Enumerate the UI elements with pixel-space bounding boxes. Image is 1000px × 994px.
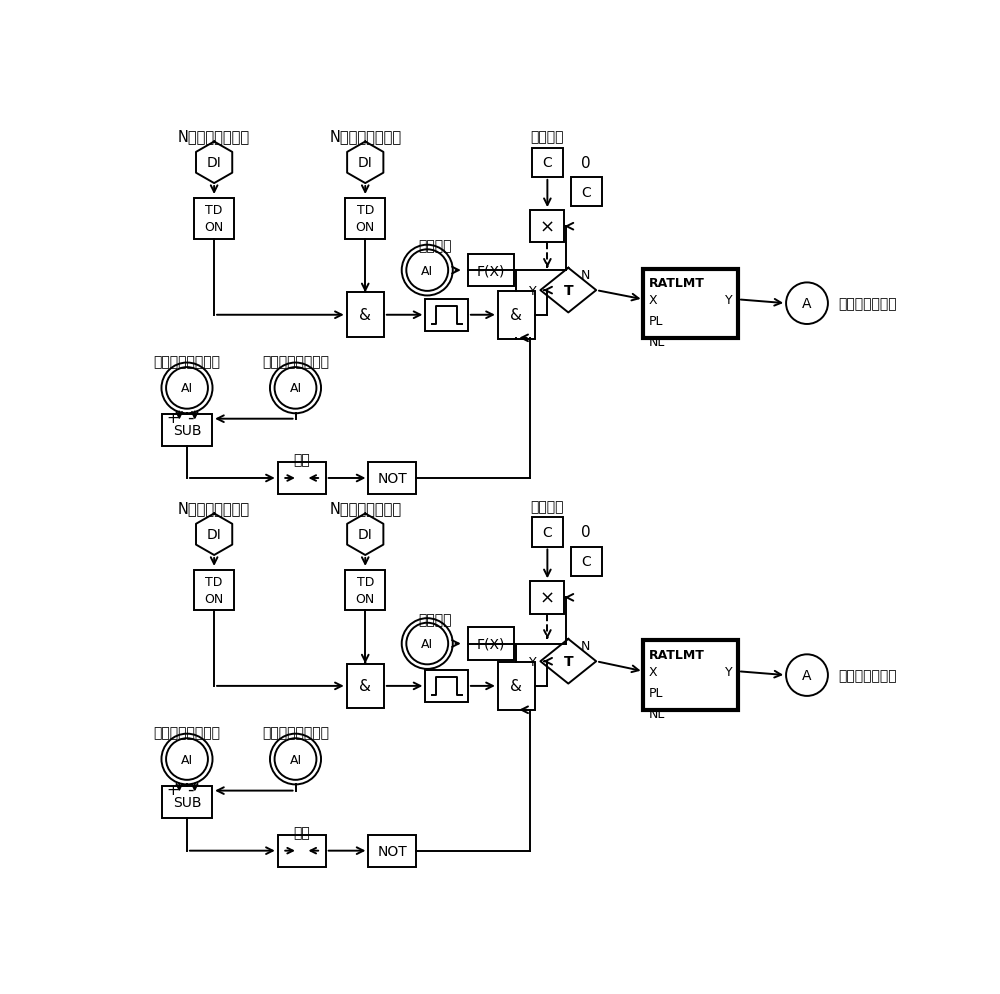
Text: A: A xyxy=(802,668,812,683)
Text: N: N xyxy=(580,268,590,281)
Text: C: C xyxy=(542,156,552,170)
Text: TD
ON: TD ON xyxy=(356,576,375,605)
Bar xyxy=(278,462,326,495)
Text: T: T xyxy=(563,655,573,669)
Text: C: C xyxy=(581,185,591,200)
Text: &: & xyxy=(510,308,522,323)
Bar xyxy=(530,211,564,244)
Text: Y: Y xyxy=(725,293,733,306)
Text: SUB: SUB xyxy=(173,795,201,809)
Text: &: & xyxy=(359,679,371,694)
Bar xyxy=(532,148,563,178)
Text: 去锅炉主控前馈: 去锅炉主控前馈 xyxy=(838,297,897,311)
Bar xyxy=(368,462,416,495)
Bar xyxy=(347,664,384,709)
Bar xyxy=(468,254,514,287)
Text: 高限: 高限 xyxy=(293,825,310,839)
Bar xyxy=(643,269,738,339)
Bar xyxy=(571,547,602,577)
Bar xyxy=(278,835,326,867)
Text: NOT: NOT xyxy=(378,471,407,485)
Text: 0: 0 xyxy=(581,525,591,540)
Text: 高限: 高限 xyxy=(293,453,310,467)
Text: DI: DI xyxy=(207,156,222,170)
Text: X: X xyxy=(649,293,658,306)
Text: TD
ON: TD ON xyxy=(356,205,375,235)
Bar xyxy=(425,670,468,703)
Text: 主蒸汽压力测量值: 主蒸汽压力测量值 xyxy=(154,726,220,740)
Text: ×: × xyxy=(540,588,555,606)
Text: PL: PL xyxy=(649,686,663,699)
Text: -: - xyxy=(188,780,194,798)
Text: +: + xyxy=(167,782,179,797)
Text: ×: × xyxy=(540,218,555,236)
Text: Y: Y xyxy=(725,665,733,678)
Text: DI: DI xyxy=(207,528,222,542)
Bar xyxy=(162,414,212,447)
Bar xyxy=(530,581,564,614)
Bar xyxy=(368,835,416,867)
Text: NL: NL xyxy=(649,336,665,349)
Text: Y: Y xyxy=(529,655,536,668)
Bar xyxy=(194,199,234,240)
Text: 主蒸汽压力设定值: 主蒸汽压力设定值 xyxy=(262,726,329,740)
Text: 主蒸汽压力测量值: 主蒸汽压力测量值 xyxy=(262,355,329,369)
Text: AI: AI xyxy=(181,752,193,765)
Text: -: - xyxy=(188,409,194,426)
Text: AI: AI xyxy=(181,382,193,395)
Text: 主蒸汽压力设定值: 主蒸汽压力设定值 xyxy=(154,355,220,369)
Text: &: & xyxy=(510,679,522,694)
Text: 机组功率: 机组功率 xyxy=(418,240,451,253)
Bar xyxy=(498,291,535,339)
Text: X: X xyxy=(649,665,658,678)
Text: NOT: NOT xyxy=(378,844,407,858)
Text: T: T xyxy=(563,284,573,298)
Bar xyxy=(498,662,535,710)
Text: PL: PL xyxy=(649,314,663,327)
Text: 0: 0 xyxy=(581,156,591,171)
Text: DI: DI xyxy=(358,156,373,170)
Text: SUB: SUB xyxy=(173,423,201,437)
Text: 去锅炉主控前馈: 去锅炉主控前馈 xyxy=(838,668,897,683)
Bar xyxy=(194,571,234,611)
Text: F(X): F(X) xyxy=(477,263,505,277)
Text: AI: AI xyxy=(289,382,302,395)
Bar xyxy=(345,571,385,611)
Text: AI: AI xyxy=(421,637,433,650)
Text: A: A xyxy=(802,297,812,311)
Text: 补偿煤量: 补偿煤量 xyxy=(531,499,564,513)
Bar xyxy=(345,199,385,240)
Text: RATLMT: RATLMT xyxy=(649,277,705,290)
Text: N给煤机停运信号: N给煤机停运信号 xyxy=(178,500,250,515)
Bar xyxy=(347,293,384,338)
Bar xyxy=(468,628,514,660)
Text: 机组功率: 机组功率 xyxy=(418,612,451,626)
Text: AI: AI xyxy=(421,264,433,277)
Text: RATLMT: RATLMT xyxy=(649,648,705,661)
Text: N: N xyxy=(580,639,590,652)
Bar xyxy=(643,641,738,710)
Text: DI: DI xyxy=(358,528,373,542)
Text: NL: NL xyxy=(649,708,665,721)
Text: Y: Y xyxy=(529,284,536,297)
Text: TD
ON: TD ON xyxy=(205,576,224,605)
Text: C: C xyxy=(542,526,552,540)
Bar xyxy=(162,786,212,818)
Bar xyxy=(425,299,468,332)
Text: +: + xyxy=(167,411,179,425)
Text: N磨煤机停运信号: N磨煤机停运信号 xyxy=(329,500,401,515)
Text: &: & xyxy=(359,308,371,323)
Bar xyxy=(571,178,602,207)
Text: AI: AI xyxy=(289,752,302,765)
Text: 补偿煤量: 补偿煤量 xyxy=(531,130,564,144)
Text: N给煤机运行信号: N给煤机运行信号 xyxy=(178,129,250,144)
Text: TD
ON: TD ON xyxy=(205,205,224,235)
Text: C: C xyxy=(581,555,591,569)
Text: N磨煤机运行信号: N磨煤机运行信号 xyxy=(329,129,401,144)
Text: F(X): F(X) xyxy=(477,637,505,651)
Bar xyxy=(532,518,563,547)
